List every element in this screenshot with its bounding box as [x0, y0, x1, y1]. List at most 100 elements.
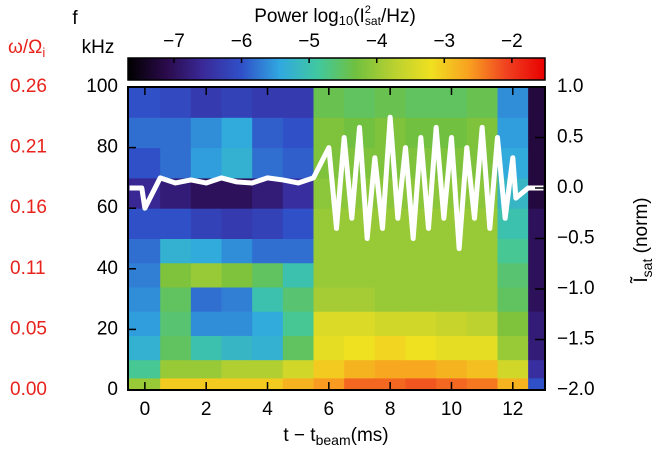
heat-cell [313, 262, 345, 288]
y2-tick-label: 1.0 [557, 76, 583, 97]
heat-cell [252, 286, 284, 312]
y2-tick-label: −1.5 [557, 329, 595, 350]
heat-cell [282, 359, 315, 379]
heat-cell [221, 335, 253, 361]
heat-cell [252, 238, 284, 264]
heat-cell [221, 286, 253, 312]
heat-cell [528, 87, 545, 118]
heat-cell [344, 377, 376, 390]
heat-cell [374, 359, 406, 379]
heat-cell [282, 117, 315, 149]
heat-cell [190, 335, 223, 361]
y2-tick-label: −2.0 [557, 379, 595, 400]
y-axis-label: f [72, 8, 78, 29]
heat-cell [466, 238, 498, 264]
y2-axis-label: Ĩsat (norm) [630, 197, 655, 283]
heat-cell [405, 335, 437, 361]
colorbar-title: Power log10(I2 sat/Hz) [254, 4, 416, 29]
heat-cell [405, 311, 437, 336]
heat-cell [405, 87, 437, 118]
heat-cell [282, 147, 315, 179]
heat-cell [128, 262, 161, 288]
heat-cell [528, 311, 545, 336]
heat-cell [282, 286, 315, 312]
heat-cell [497, 286, 529, 312]
heat-cell [436, 286, 468, 312]
heat-cell [221, 262, 253, 288]
heat-cell [128, 147, 161, 179]
heat-cell [160, 147, 192, 179]
heat-cell [252, 117, 284, 149]
heat-cell [160, 311, 192, 336]
heat-cell [190, 238, 223, 264]
heat-cell [190, 208, 223, 239]
heat-cell [344, 262, 376, 288]
colorbar-tick-label: −7 [163, 31, 185, 52]
heat-cell [128, 208, 161, 239]
heat-cell [190, 147, 223, 179]
colorbar-tick-label: −2 [501, 31, 523, 52]
heat-cell [282, 377, 315, 390]
heat-cell [466, 311, 498, 336]
heat-cell [128, 359, 161, 379]
heat-cell [405, 286, 437, 312]
heat-cell [344, 335, 376, 361]
y2-tick-label: 0.0 [557, 177, 583, 198]
heat-cell [405, 377, 437, 390]
heat-cell [160, 377, 192, 390]
heat-cell [313, 311, 345, 336]
heat-cell [190, 286, 223, 312]
heat-cell [405, 262, 437, 288]
heat-cell [528, 117, 545, 149]
y2-tick-label: −1.0 [557, 278, 595, 299]
heat-cell [497, 311, 529, 336]
y3-tick-label: 0.16 [10, 197, 47, 218]
heat-cell [344, 359, 376, 379]
heat-cell [160, 286, 192, 312]
heat-cell [190, 311, 223, 336]
heat-cell [528, 262, 545, 288]
heat-cell [282, 262, 315, 288]
heat-cell [405, 359, 437, 379]
heat-cell [528, 177, 545, 209]
y-tick-label: 80 [97, 137, 118, 158]
heat-cell [528, 208, 545, 239]
heat-cell [313, 117, 345, 149]
heat-cell [405, 238, 437, 264]
heat-cell [282, 335, 315, 361]
heat-cell [160, 359, 192, 379]
heat-cell [528, 238, 545, 264]
heat-cell [466, 377, 498, 390]
heat-cell [221, 238, 253, 264]
x-axis-label: t − tbeam(ms) [283, 425, 388, 448]
x-tick-label: 0 [140, 399, 151, 420]
y-tick-label: 40 [97, 258, 118, 279]
y3-tick-label: 0.11 [10, 258, 46, 279]
heat-cell [528, 377, 545, 390]
y-tick-label: 60 [97, 197, 118, 218]
y2-tick-label: −0.5 [557, 228, 595, 249]
x-tick-label: 8 [385, 399, 396, 420]
heat-cell [128, 117, 161, 149]
y-tick-label: 0 [107, 379, 118, 400]
heat-cell [160, 262, 192, 288]
heat-cell [436, 311, 468, 336]
heat-cell [344, 311, 376, 336]
heat-cell [436, 238, 468, 264]
heat-cell [313, 359, 345, 379]
heat-cell [313, 238, 345, 264]
heat-cell [282, 238, 315, 264]
heat-cell [160, 117, 192, 149]
heat-cell [313, 335, 345, 361]
heat-cell [221, 147, 253, 179]
heat-cell [497, 262, 529, 288]
heat-cell [528, 359, 545, 379]
heat-cell [374, 262, 406, 288]
colorbar [127, 57, 546, 81]
heat-cell [221, 377, 253, 390]
heat-cell [528, 335, 545, 361]
x-tick-label: 10 [441, 399, 462, 420]
heat-cell [497, 238, 529, 264]
heat-cell [221, 311, 253, 336]
